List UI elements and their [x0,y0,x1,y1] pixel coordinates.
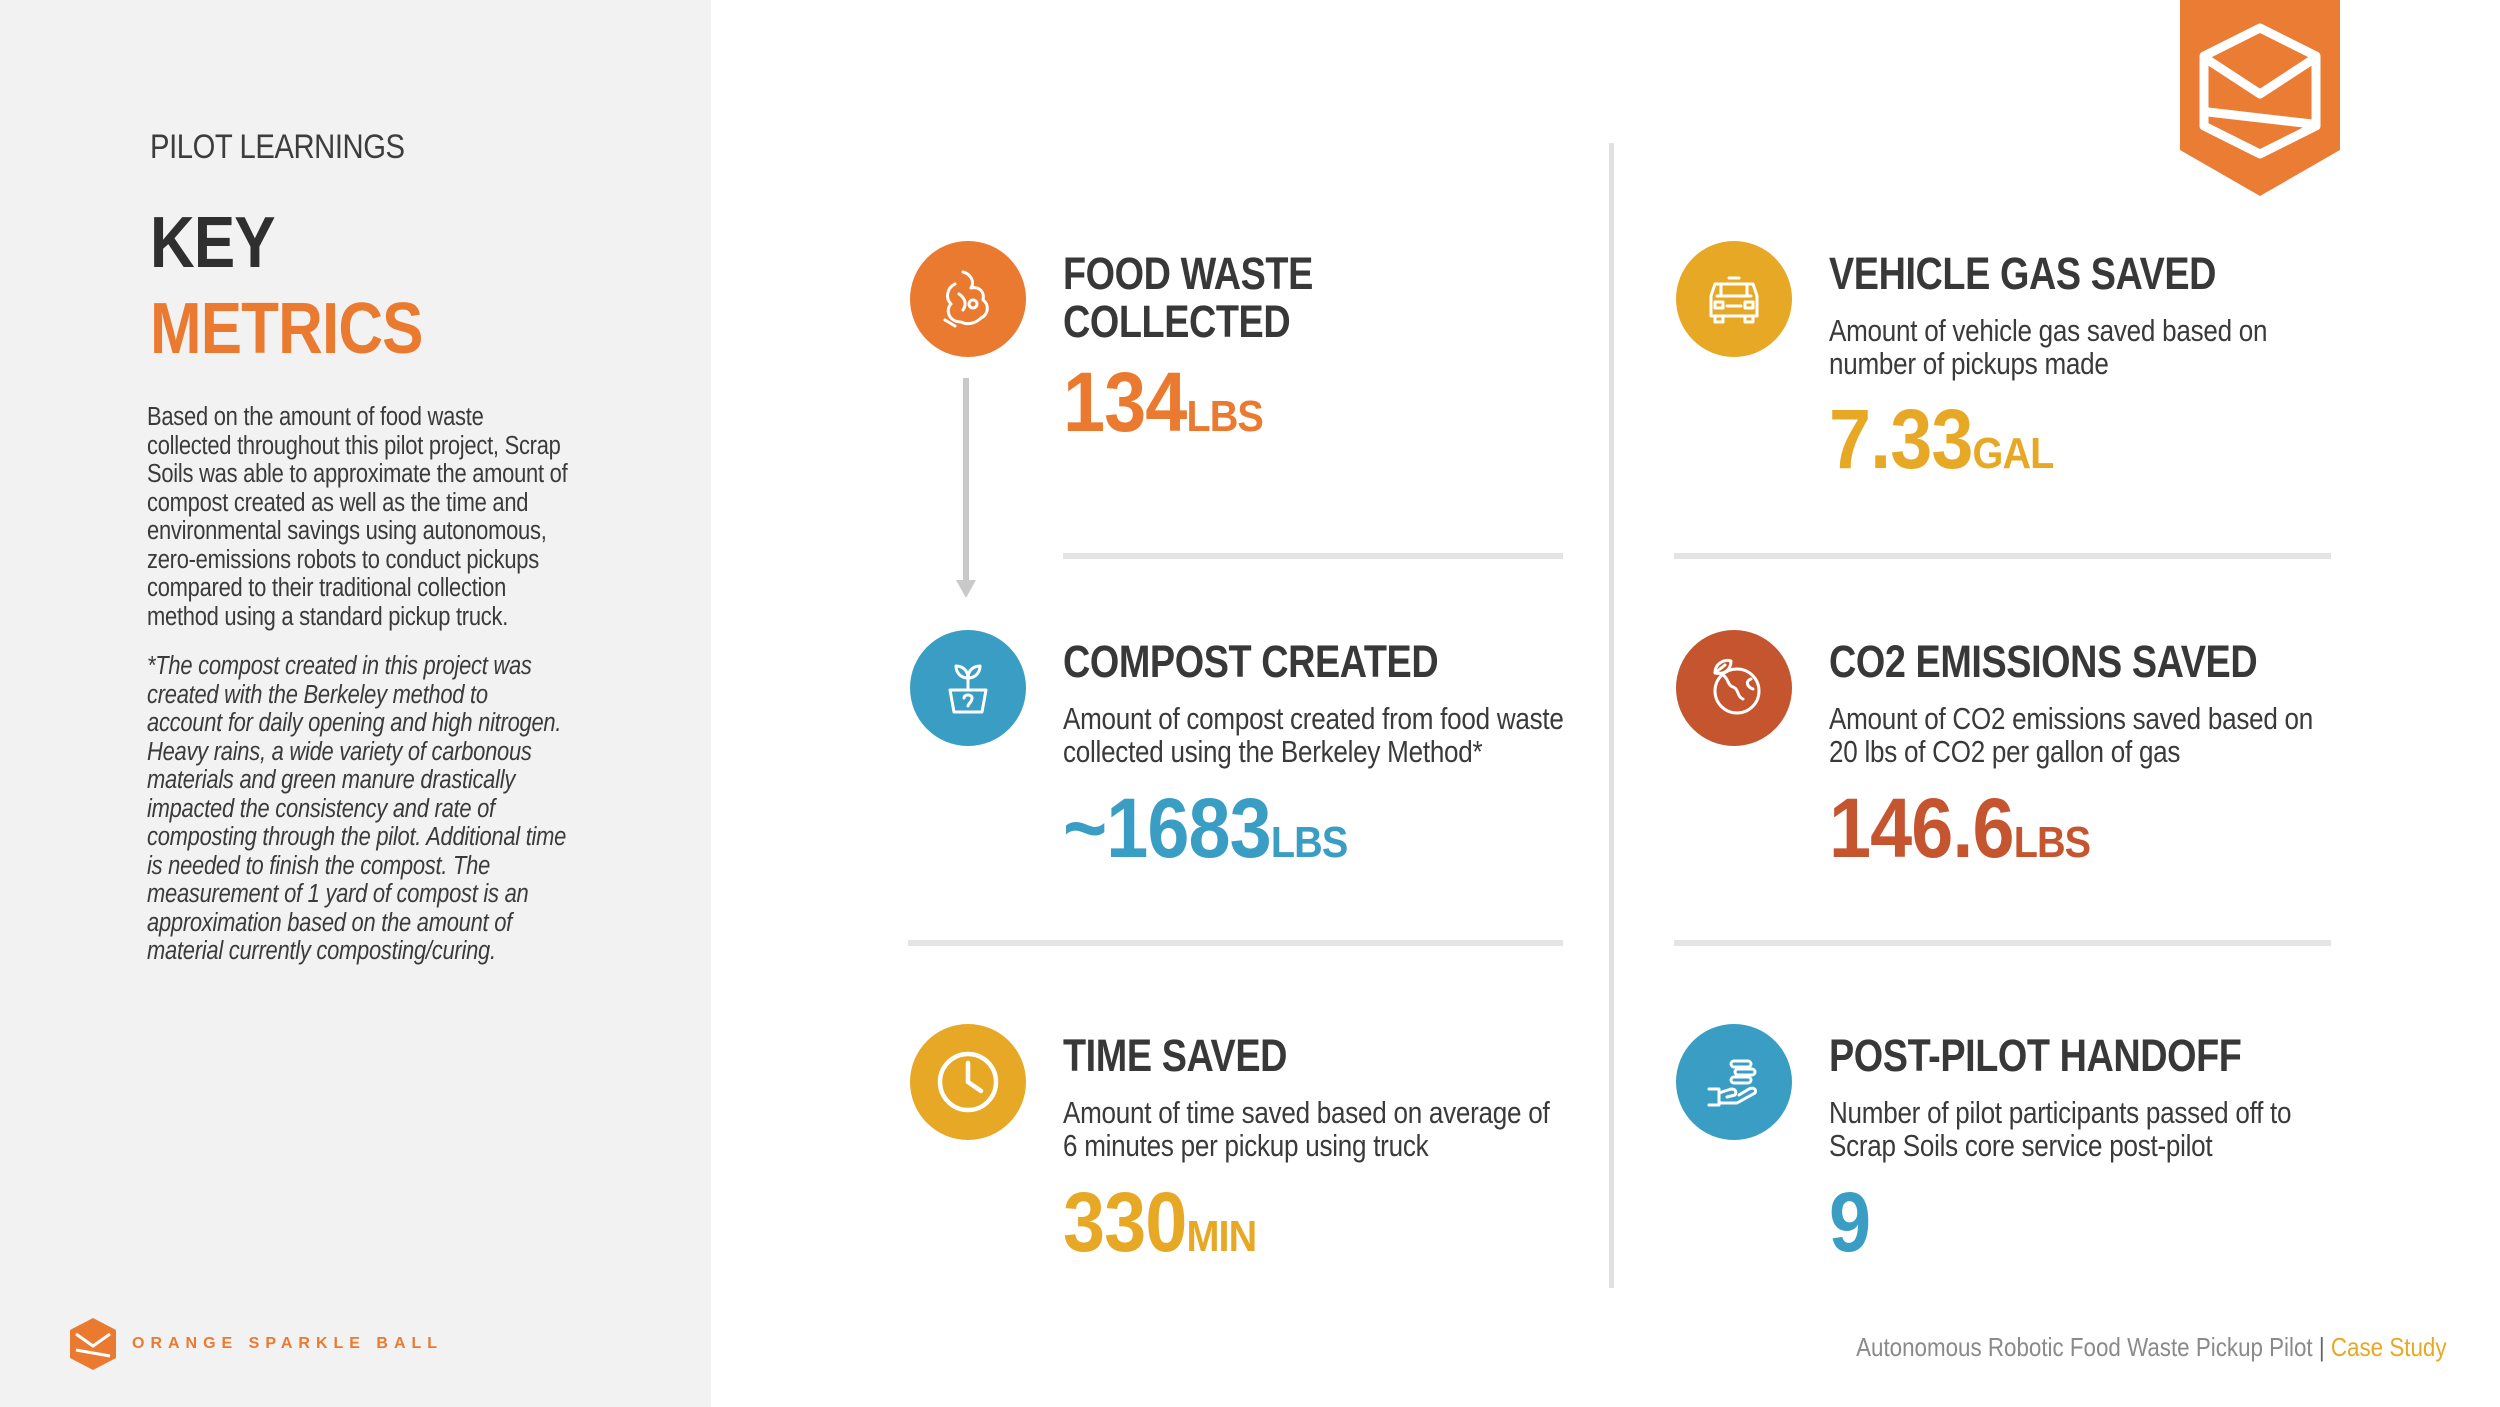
page-title-line1: KEY [150,203,276,283]
brand-name: ORANGE SPARKLE BALL [132,1335,444,1352]
brand-logo-icon [70,1318,116,1370]
left-panel: PILOT LEARNINGS KEY METRICS Based on the… [0,0,711,1407]
metric-desc-line1: Amount of vehicle gas saved based on [1829,313,2268,348]
metric-number: 146.6 [1829,781,2015,875]
metric-unit: LBS [1186,392,1263,441]
hand-coins-icon [1676,1024,1792,1140]
metric-desc-line1: Amount of time saved based on average of [1063,1095,1550,1130]
footer-label: Case Study [2330,1332,2446,1362]
compost-note: *The compost created in this project was… [147,652,567,965]
metric-description: Number of pilot participants passed off … [1829,1095,2292,1163]
metric-title: CO2 EMISSIONS SAVED [1829,636,2258,687]
metric-number: 7.33 [1829,392,1973,486]
metric-title-line1: FOOD WASTE [1063,248,1313,299]
metric-unit: GAL [1972,429,2055,478]
metric-value: 134LBS [1063,355,1264,449]
metric-number: 9 [1829,1175,1871,1269]
metric-title-line2: COLLECTED [1063,296,1291,347]
metric-value: 9 [1829,1175,1871,1269]
metric-desc-line1: Number of pilot participants passed off … [1829,1095,2292,1130]
column-divider [1609,143,1614,1288]
metric-unit: MIN [1186,1212,1257,1261]
metric-number: ~1683 [1063,781,1272,875]
metric-description: Amount of vehicle gas saved based on num… [1829,314,2267,380]
plant-pot-icon [910,630,1026,746]
metric-title: VEHICLE GAS SAVED [1829,248,2217,299]
arrow-down-icon [956,580,976,598]
metric-number: 134 [1063,355,1187,449]
metric-desc-line1: Amount of CO2 emissions saved based on [1829,701,2314,736]
truck-icon [1676,241,1792,357]
row-divider [1674,553,2331,559]
footer: Autonomous Robotic Food Waste Pickup Pil… [1856,1332,2446,1363]
intro-paragraph: Based on the amount of food waste collec… [147,403,568,631]
metric-desc-line2: number of pickups made [1829,346,2109,381]
metric-unit: LBS [2013,818,2091,867]
metric-value: 7.33GAL [1829,392,2055,486]
clock-icon [910,1024,1026,1140]
row-divider [1674,940,2331,946]
row-divider [908,940,1563,946]
footer-title: Autonomous Robotic Food Waste Pickup Pil… [1855,1332,2313,1362]
metric-number: 330 [1063,1175,1187,1269]
metric-unit: LBS [1270,818,1348,867]
footer-separator: | [2318,1332,2325,1362]
metric-desc-line2: collected using the Berkeley Method* [1063,734,1483,769]
metric-title: TIME SAVED [1063,1030,1288,1081]
flow-arrow-line [963,378,969,580]
page-title-line2: METRICS [150,289,423,369]
metric-desc-line2: 6 minutes per pickup using truck [1063,1128,1429,1163]
globe-leaf-icon [1676,630,1792,746]
metric-title: COMPOST CREATED [1063,636,1439,687]
section-eyebrow: PILOT LEARNINGS [150,128,405,166]
food-waste-icon [910,241,1026,357]
metric-desc-line2: Scrap Soils core service post-pilot [1829,1128,2213,1163]
metric-desc-line2: 20 lbs of CO2 per gallon of gas [1829,734,2181,769]
metric-value: 330MIN [1063,1175,1257,1269]
metric-title: FOOD WASTE COLLECTED [1063,250,1313,346]
brand-badge-icon [2180,0,2340,196]
metric-value: 146.6LBS [1829,781,2091,875]
row-divider [1063,553,1563,559]
metric-desc-line1: Amount of compost created from food wast… [1063,701,1564,736]
metric-description: Amount of compost created from food wast… [1063,702,1564,768]
metric-description: Amount of CO2 emissions saved based on 2… [1829,702,2313,768]
metric-description: Amount of time saved based on average of… [1063,1095,1550,1163]
brand-lockup: ORANGE SPARKLE BALL [68,1316,443,1372]
metric-title: POST-PILOT HANDOFF [1829,1030,2242,1081]
metric-value: ~1683LBS [1063,781,1348,875]
